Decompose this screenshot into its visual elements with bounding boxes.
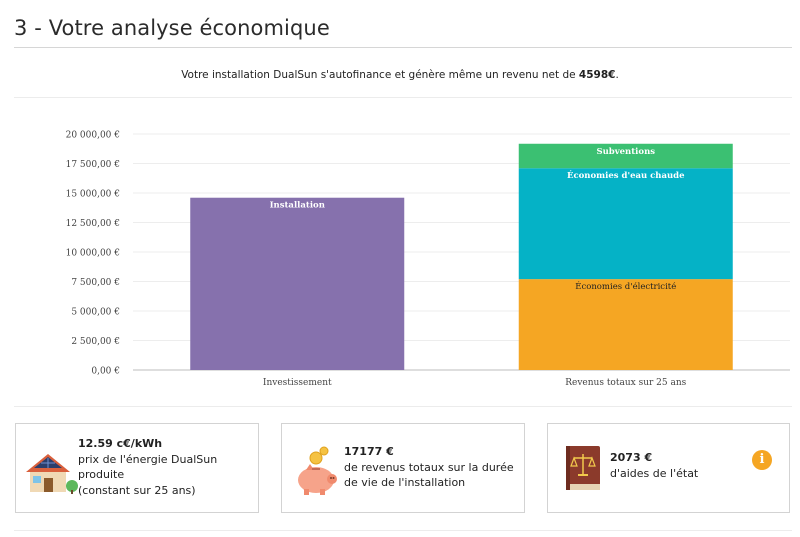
price-card: 12.59 c€/kWh prix de l'énergie DualSun p… bbox=[15, 423, 259, 513]
bar-segment bbox=[190, 197, 405, 370]
intro-period: . bbox=[615, 69, 619, 81]
bar-label: Subventions bbox=[596, 147, 655, 157]
bar-segment bbox=[518, 143, 733, 169]
y-tick-label: 10 000,00 € bbox=[66, 249, 120, 259]
x-category-label: Investissement bbox=[263, 378, 332, 388]
price-card-line: produite bbox=[78, 468, 125, 481]
economic-chart: 0,00 € 2 500,00 € 5 000,00 € 7 500,00 € 10 0… bbox=[66, 131, 790, 388]
info-icon[interactable]: i bbox=[752, 450, 772, 470]
revenue-card-line: de vie de l'installation bbox=[344, 476, 466, 489]
revenue-card-line: de revenus totaux sur la durée bbox=[344, 460, 514, 474]
y-tick-label: 17 500,00 € bbox=[66, 160, 120, 170]
piggy-bank-icon bbox=[298, 446, 337, 495]
state-aid-card-text: 2073 € d'aides de l'état bbox=[610, 450, 698, 481]
price-card-line: (constant sur 25 ans) bbox=[78, 483, 196, 497]
divider bbox=[14, 530, 792, 531]
bar-label: Économies d'eau chaude bbox=[567, 169, 685, 181]
y-tick-label: 12 500,00 € bbox=[66, 219, 120, 229]
solar-house-icon bbox=[26, 454, 78, 494]
intro-text: Votre installation DualSun s'autofinance… bbox=[0, 69, 800, 81]
bar-segment bbox=[518, 168, 733, 280]
divider bbox=[14, 406, 792, 407]
law-book-icon bbox=[566, 446, 600, 490]
state-aid-card-value: 2073 € bbox=[610, 451, 653, 464]
y-tick-label: 7 500,00 € bbox=[71, 278, 120, 288]
intro-amount: 4598€ bbox=[578, 69, 616, 81]
title-divider bbox=[14, 47, 792, 48]
revenue-card: 17177 € de revenus totaux sur la durée d… bbox=[281, 423, 525, 513]
price-card-value: 12.59 c€/kWh bbox=[78, 437, 163, 450]
divider bbox=[14, 97, 792, 98]
intro-sentence: Votre installation DualSun s'autofinance… bbox=[181, 69, 579, 81]
bar-label: Installation bbox=[270, 201, 325, 211]
state-aid-card-line: d'aides de l'état bbox=[610, 466, 699, 480]
price-card-line: prix de l'énergie DualSun bbox=[78, 452, 218, 466]
price-card-text: 12.59 c€/kWh prix de l'énergie DualSun p… bbox=[78, 436, 217, 498]
section-title: 3 - Votre analyse économique bbox=[14, 16, 330, 40]
y-tick-label: 5 000,00 € bbox=[71, 308, 120, 318]
x-category-label: Revenus totaux sur 25 ans bbox=[565, 378, 686, 388]
state-aid-card: 2073 € d'aides de l'état i bbox=[547, 423, 790, 513]
y-tick-label: 2 500,00 € bbox=[71, 337, 120, 347]
revenue-card-value: 17177 € bbox=[344, 445, 394, 458]
bar-label: Économies d'électricité bbox=[575, 280, 676, 292]
revenue-card-text: 17177 € de revenus totaux sur la durée d… bbox=[344, 444, 514, 491]
y-tick-label: 20 000,00 € bbox=[66, 131, 120, 141]
y-tick-label: 0,00 € bbox=[91, 367, 120, 377]
bar-segment bbox=[518, 279, 733, 370]
y-tick-label: 15 000,00 € bbox=[66, 190, 120, 200]
